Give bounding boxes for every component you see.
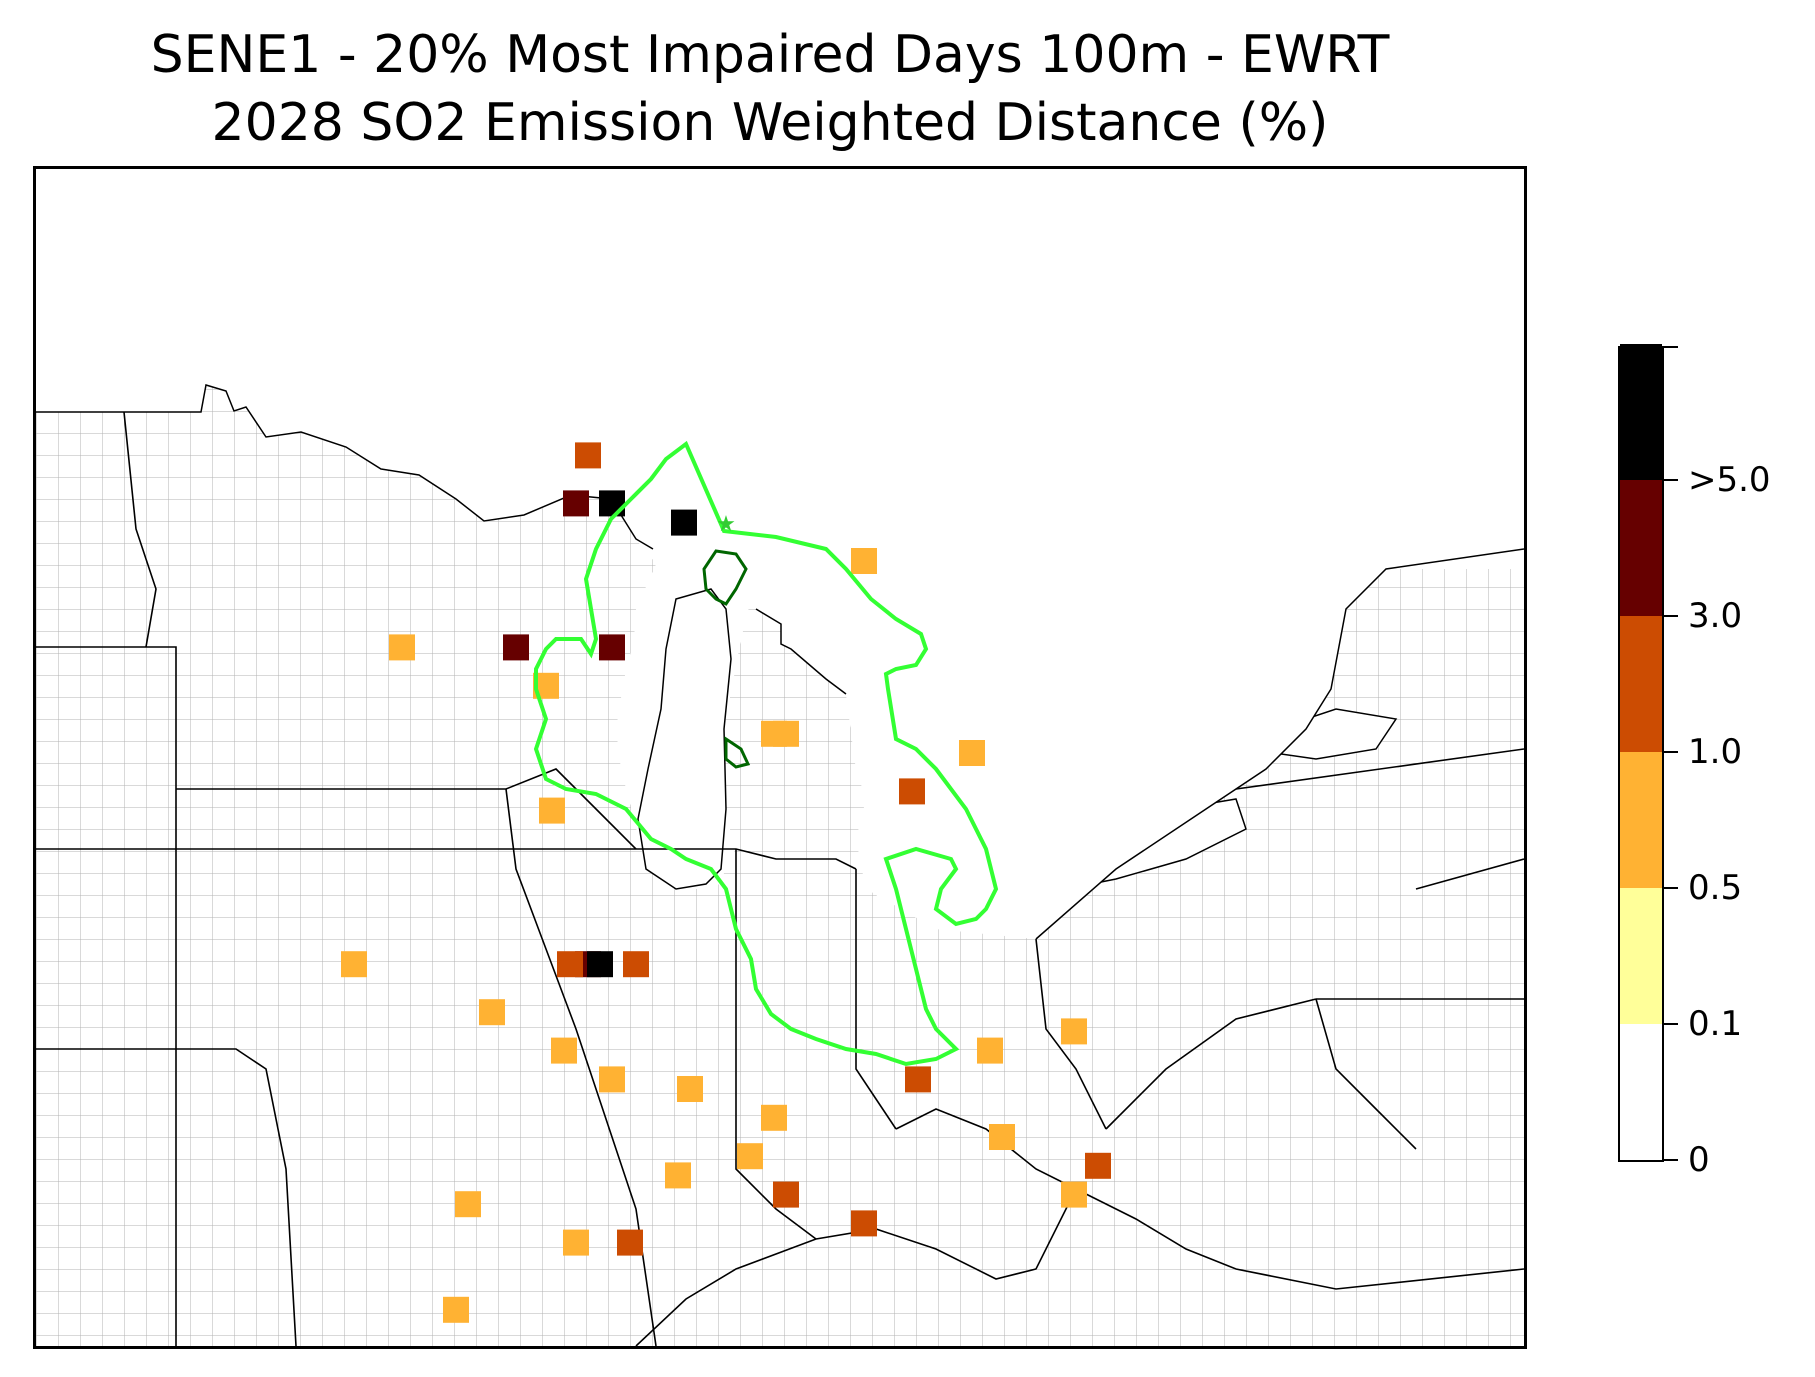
data-cell: [599, 1066, 625, 1093]
canada-region: [36, 169, 1524, 939]
data-cell: [773, 720, 799, 747]
data-cell: [1061, 1181, 1087, 1208]
data-cell: [539, 797, 565, 824]
map-panel: ★: [33, 166, 1527, 1349]
colorbar-tick: [1664, 887, 1678, 889]
contour-outer: [533, 440, 999, 1067]
data-cell: [1061, 1018, 1087, 1045]
data-cell: [563, 1229, 589, 1256]
colorbar-segment: [1620, 616, 1662, 752]
data-cell: [599, 634, 625, 661]
data-cell: [737, 1143, 763, 1170]
data-cell: [455, 1191, 481, 1218]
map-canvas: ★: [36, 169, 1524, 1346]
colorbar-segment: [1620, 888, 1662, 1024]
colorbar-segment: [1620, 480, 1662, 616]
data-cell: [761, 1104, 787, 1131]
data-cell: [617, 1229, 643, 1256]
colorbar-label: 0.5: [1688, 868, 1743, 908]
data-cell: [677, 1076, 703, 1102]
data-cell: [479, 999, 505, 1026]
colorbar-label: 0.1: [1688, 1004, 1743, 1044]
data-cell: [671, 509, 697, 536]
lake-michigan: [637, 588, 732, 890]
data-cell: [575, 442, 601, 469]
state-boundaries: [36, 411, 1524, 1346]
colorbar-tick: [1664, 479, 1678, 481]
data-cell: [773, 1181, 799, 1208]
land-west: [36, 385, 1524, 1346]
class-i-area-star-icon: ★: [716, 512, 736, 537]
data-cell: [665, 1162, 691, 1189]
contour-inner-south: [724, 736, 751, 769]
colorbar-label: 3.0: [1688, 596, 1743, 636]
data-cell: [899, 778, 925, 805]
data-cell: [341, 951, 367, 978]
map-title-line-2: 2028 SO2 Emission Weighted Distance (%): [211, 93, 1329, 153]
data-cell: [557, 951, 583, 978]
data-cell: [851, 1210, 877, 1237]
contour-inner-north: [702, 549, 748, 606]
data-cell: [551, 1037, 577, 1064]
colorbar-segment: [1620, 752, 1662, 888]
data-cell: [503, 634, 529, 661]
colorbar-tick: [1664, 1023, 1678, 1025]
colorbar-tick: [1664, 1159, 1678, 1161]
map-title-line-1: SENE1 - 20% Most Impaired Days 100m - EW…: [150, 25, 1390, 85]
colorbar-tick: [1664, 615, 1678, 617]
data-cell: [989, 1124, 1015, 1150]
data-cell: [599, 490, 625, 517]
colorbar-tick: [1664, 751, 1678, 753]
colorbar-segment: [1620, 344, 1662, 480]
data-cell: [563, 490, 589, 517]
data-cell: [443, 1296, 469, 1323]
colorbar-label: 1.0: [1688, 732, 1743, 772]
colorbar-segment: [1620, 1024, 1662, 1160]
colorbar-label: 0: [1688, 1140, 1710, 1180]
data-cell: [389, 634, 415, 661]
data-cell: [851, 548, 877, 574]
data-cell: [587, 951, 613, 978]
colorbar: [1618, 344, 1664, 1162]
colorbar-label: >5.0: [1688, 460, 1771, 500]
data-cell: [623, 951, 649, 978]
data-cell: [977, 1037, 1003, 1064]
data-cell: [1085, 1152, 1111, 1179]
data-cells: [341, 442, 1111, 1323]
colorbar-tick-top: [1664, 346, 1678, 348]
data-cell: [959, 740, 985, 766]
data-cell: [905, 1066, 931, 1093]
